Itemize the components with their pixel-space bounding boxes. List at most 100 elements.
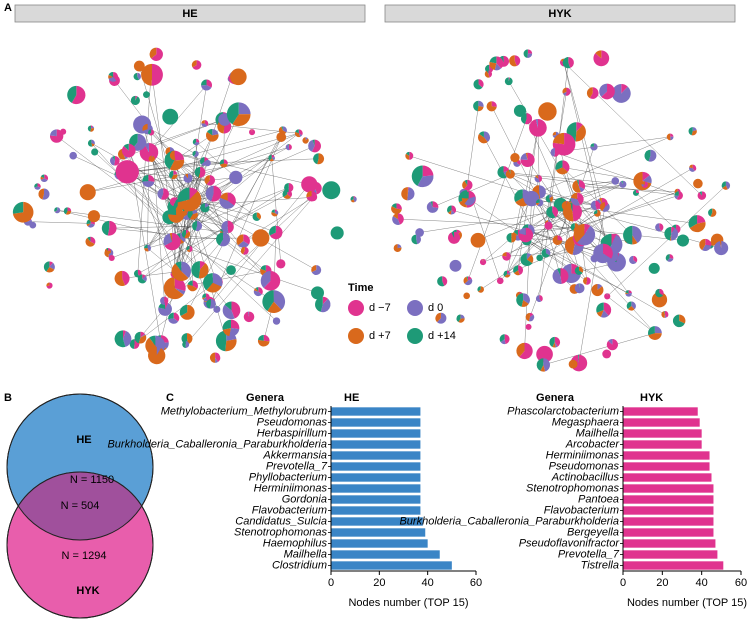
node [536, 345, 553, 363]
node [689, 164, 697, 172]
node-slice [520, 253, 533, 267]
node [169, 170, 178, 180]
node-slice [219, 232, 231, 247]
node [479, 258, 487, 266]
x-tick-label: 60 [735, 577, 747, 589]
node-slice [163, 277, 184, 300]
node [213, 305, 221, 313]
node [302, 137, 309, 144]
node [463, 292, 470, 300]
node-slice [659, 223, 664, 232]
bar [331, 473, 421, 482]
node-slice [561, 201, 572, 211]
node-slice [552, 342, 556, 348]
node [186, 245, 193, 252]
node [550, 147, 560, 157]
node-slice [407, 187, 409, 194]
edge [524, 198, 532, 351]
node-slice [595, 200, 601, 210]
node-slice [552, 132, 565, 145]
node-slice [607, 253, 626, 272]
node-slice [201, 120, 205, 124]
node-slice [322, 181, 341, 200]
node-slice [595, 50, 602, 59]
node-slice [38, 188, 44, 200]
node-slice [222, 328, 231, 337]
node [49, 129, 64, 143]
node [486, 101, 497, 112]
node-slice [193, 150, 199, 157]
node-slice [227, 192, 236, 206]
node-slice [206, 79, 213, 88]
node-slice [353, 196, 356, 200]
node-slice [140, 331, 145, 338]
node-slice [192, 150, 196, 157]
node [130, 95, 140, 105]
node-slice [225, 339, 237, 352]
node-slice [651, 292, 668, 308]
node-slice [562, 160, 570, 172]
node-slice [460, 314, 462, 319]
node-slice [230, 68, 247, 86]
node-slice [173, 201, 178, 210]
node-slice [488, 70, 493, 78]
node [187, 280, 198, 292]
node [586, 87, 599, 99]
node [473, 100, 484, 112]
node [647, 326, 662, 340]
bar [331, 462, 421, 471]
node-slice [191, 261, 200, 279]
y-tick-label: Stenotrophomonas [234, 526, 327, 538]
node [513, 104, 527, 117]
edge [210, 137, 282, 304]
node [162, 108, 179, 125]
edge [525, 234, 665, 315]
node-slice [586, 277, 591, 285]
y-tick-label: Phascolarctobacterium [507, 405, 619, 417]
node-slice [611, 177, 620, 185]
node-slice [46, 266, 55, 273]
node-slice [611, 233, 617, 245]
node-slice [575, 124, 586, 142]
node-slice [281, 126, 283, 131]
node-slice [565, 87, 571, 96]
node [201, 79, 213, 91]
node-slice [199, 261, 206, 270]
node-slice [86, 223, 91, 227]
node-slice [720, 241, 722, 249]
node [310, 286, 324, 300]
node-slice [544, 221, 553, 230]
node-slice [71, 85, 86, 105]
node [157, 188, 169, 200]
node-slice [504, 274, 511, 278]
node-slice [590, 200, 597, 210]
node-slice [238, 102, 251, 115]
node [523, 190, 540, 207]
y-tick-label: Clostridium [272, 559, 327, 571]
node [260, 271, 281, 291]
node [269, 225, 283, 240]
node [85, 236, 96, 247]
edge [482, 237, 512, 263]
node [574, 283, 585, 294]
node [40, 174, 49, 183]
node [568, 359, 578, 369]
node-slice [568, 359, 578, 369]
node [489, 56, 504, 71]
node [516, 293, 530, 307]
edge [27, 221, 91, 224]
node-slice [213, 305, 221, 313]
node-slice [623, 225, 633, 245]
node-slice [165, 147, 170, 156]
node-slice [552, 131, 556, 136]
node-slice [149, 129, 155, 136]
node-slice [397, 244, 402, 249]
node-slice [123, 330, 132, 347]
edge [607, 185, 727, 297]
node-slice [34, 183, 38, 188]
edge [562, 167, 643, 182]
node-slice [621, 180, 623, 185]
node [552, 235, 563, 246]
node-slice [202, 297, 208, 302]
node [499, 334, 510, 345]
